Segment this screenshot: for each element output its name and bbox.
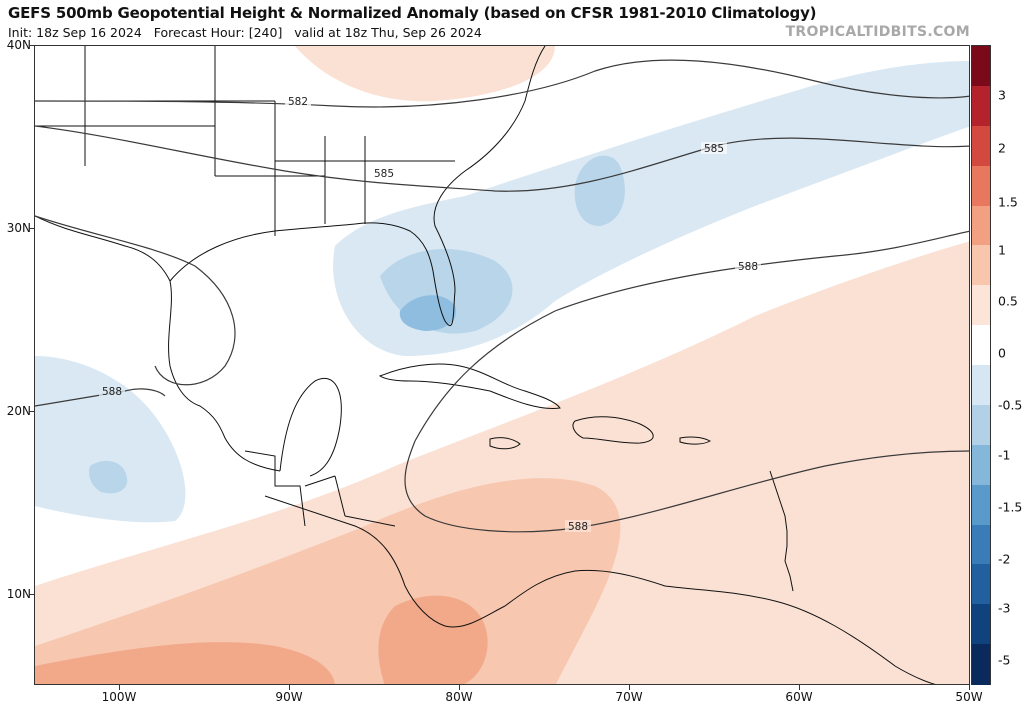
lon-tick	[459, 685, 460, 690]
cool-anomaly-mexico	[35, 356, 186, 523]
brand-watermark: TROPICALTIDBITS.COM	[785, 24, 970, 40]
contour-588-north	[35, 215, 969, 442]
lat-label-30n: 30N	[6, 221, 31, 235]
mexico-borders	[244, 450, 396, 527]
colorbar-label: 1.5	[998, 194, 1018, 210]
contour-label: 588	[738, 261, 758, 273]
lat-label-10n: 10N	[6, 587, 31, 601]
colorbar-label: 2	[998, 140, 1006, 156]
lon-tick	[289, 685, 290, 690]
contour-labels: 582 585 585 588 588 588	[99, 95, 761, 533]
lon-tick	[799, 685, 800, 690]
cool-anomaly-core	[399, 295, 456, 331]
contour-588-south	[404, 440, 969, 533]
lon-label-90w: 90W	[275, 690, 303, 704]
colorbar-segment	[972, 205, 990, 246]
lat-tick	[29, 594, 34, 595]
colorbar-label: -3	[998, 600, 1011, 616]
us-gulf-coast-east	[169, 46, 546, 326]
central-america-coast	[264, 495, 506, 628]
puerto-rico-outline	[679, 436, 712, 445]
warm-anomaly-region-strong	[35, 642, 335, 684]
jamaica-outline	[489, 437, 521, 450]
colorbar-segment	[972, 564, 990, 605]
cuba-outline	[378, 363, 561, 410]
colorbar-segment	[972, 165, 990, 206]
colorbar-segment	[972, 524, 990, 565]
map-panel: 582 585 585 588 588 588	[34, 45, 970, 685]
forecast-hour: Forecast Hour: [240]	[153, 25, 283, 40]
anomaly-shading	[35, 46, 969, 684]
yucatan-coast	[279, 378, 342, 477]
lat-label-40n: 40N	[6, 38, 31, 52]
contour-label: 585	[374, 168, 394, 180]
colorbar-segment	[972, 444, 990, 486]
chart-subtitle: Init: 18z Sep 16 2024 Forecast Hour: [24…	[8, 25, 482, 40]
lat-tick	[29, 45, 34, 46]
colorbar-segment	[972, 125, 990, 167]
colorbar-segment	[972, 325, 990, 366]
contour-label: 588	[568, 521, 588, 533]
colorbar-segment	[972, 285, 990, 326]
contour-582	[35, 59, 969, 108]
contour-label: 588	[102, 386, 122, 398]
colorbar-label: 1	[998, 242, 1006, 258]
chart-title: GEFS 500mb Geopotential Height & Normali…	[8, 4, 817, 22]
colorbar-segment	[972, 644, 990, 685]
height-contours	[35, 59, 969, 533]
colorbar	[971, 45, 991, 685]
cool-anomaly-mexico-mid	[89, 460, 128, 494]
land-outlines	[35, 46, 936, 684]
warm-anomaly-region-strong-2	[378, 595, 488, 684]
colorbar-segment	[972, 484, 990, 525]
contour-label: 585	[704, 143, 724, 155]
lon-label-60w: 60W	[785, 690, 813, 704]
init-time: Init: 18z Sep 16 2024	[8, 25, 142, 40]
colorbar-label: -2	[998, 551, 1011, 567]
lon-label-70w: 70W	[615, 690, 643, 704]
lon-tick	[969, 685, 970, 690]
south-america-coast	[504, 569, 936, 684]
colorbar-segment	[972, 404, 990, 446]
us-gulf-coast	[35, 215, 281, 472]
lesser-antilles	[769, 470, 794, 592]
lat-tick	[29, 411, 34, 412]
map-canvas: 582 585 585 588 588 588	[35, 46, 969, 684]
lon-label-100w: 100W	[101, 690, 137, 704]
colorbar-label: -1	[998, 447, 1011, 463]
colorbar-segment	[972, 245, 990, 286]
lon-tick	[629, 685, 630, 690]
lat-tick	[29, 228, 34, 229]
valid-time: valid at 18z Thu, Sep 26 2024	[294, 25, 482, 40]
colorbar-segment	[972, 46, 990, 87]
colorbar-label: 3	[998, 87, 1006, 103]
lat-label-20n: 20N	[6, 404, 31, 418]
cool-anomaly-atlantic	[574, 155, 625, 226]
contour-label: 582	[288, 96, 308, 108]
hispaniola-outline	[572, 416, 654, 444]
colorbar-segment	[972, 604, 990, 645]
contour-585	[35, 125, 969, 192]
colorbar-segment	[972, 365, 990, 406]
colorbar-segment	[972, 85, 990, 127]
colorbar-label: -5	[998, 652, 1011, 668]
lon-label-50w: 50W	[955, 690, 983, 704]
lon-tick	[119, 685, 120, 690]
warm-anomaly-north	[295, 46, 555, 102]
colorbar-label: -1.5	[998, 499, 1023, 515]
colorbar-label: 0.5	[998, 293, 1018, 309]
colorbar-label: -0.5	[998, 397, 1023, 413]
colorbar-label: 0	[998, 345, 1006, 361]
lon-label-80w: 80W	[445, 690, 473, 704]
